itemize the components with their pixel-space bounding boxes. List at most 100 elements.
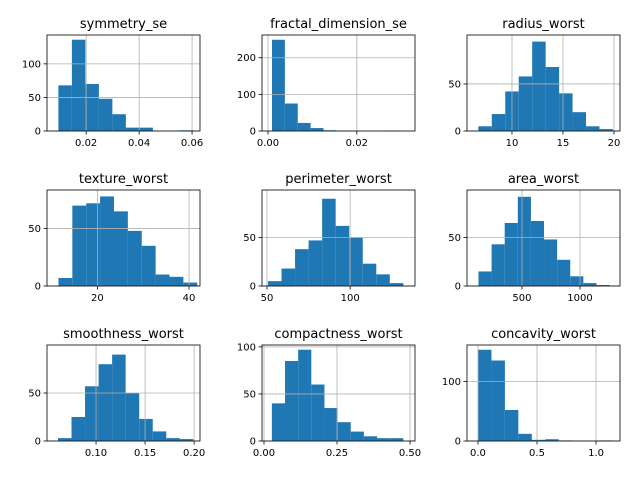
axes-frame [466,344,621,442]
histogram-bar [85,386,99,441]
histogram-bar [179,439,194,441]
x-tick-label: 0.50 [399,448,421,459]
histogram-bar [478,271,492,286]
y-tick-label: 50 [448,79,461,90]
histogram-bar [297,122,311,131]
subplot: 50 100 0 50 perimeter_worst [243,172,416,304]
y-tick-label: 50 [28,389,41,400]
subplot-title: smoothness_worst [63,327,184,342]
histogram-bar [599,129,613,131]
histogram-bar [349,237,363,286]
histogram-bar [335,225,350,286]
y-tick-label: 0 [35,437,41,448]
y-tick-label: 0 [35,127,41,138]
x-tick-label: 20 [608,138,621,149]
y-tick-label: 100 [442,377,461,388]
histogram-bar [518,76,533,131]
histogram-bar [477,349,492,441]
axes-frame [261,344,416,442]
x-tick-label: 50 [261,293,274,304]
y-tick-label: 0 [35,282,41,293]
x-tick-label: 0.06 [181,138,203,149]
histogram-bar [491,114,506,131]
histogram-bar [141,245,156,286]
histogram-bar [139,127,153,131]
histogram-bar [72,205,87,286]
x-tick-label: 0.20 [183,448,205,459]
x-tick-label: 1000 [567,293,592,304]
histogram-bar [478,126,492,131]
subplot: 0.10 0.15 0.20 0 50 smoothness_worst [28,327,205,459]
x-tick-label: 40 [183,293,196,304]
histogram-bar [532,41,546,131]
histogram-bar [71,39,86,132]
histogram-bar [58,85,72,131]
histogram-bar [583,283,597,286]
subplot-title: perimeter_worst [285,172,392,187]
subplot-title: radius_worst [502,17,585,32]
x-tick-label: 0.0 [470,448,486,459]
x-tick-label: 0.25 [326,448,348,459]
subplot: 0.00 0.25 0.50 0 50 100 compactness_worst [237,327,421,459]
histogram-bar [545,439,559,441]
histogram-bar [570,276,584,286]
histogram-bar [271,403,286,441]
subplot: 0.0 0.5 1.0 0 100 concavity_worst [442,327,621,459]
histogram-bar [85,84,99,131]
histogram-bar [530,221,545,286]
histogram-bar [57,438,72,441]
histogram-bar [100,196,114,286]
x-tick-label: 1.0 [588,448,604,459]
histogram-bar [155,274,170,286]
histogram-bar [545,67,560,131]
histogram-bar [544,239,558,286]
histogram-bar [491,244,505,286]
y-tick-label: 50 [28,224,41,235]
axes-frame [466,34,621,132]
histogram-bar [337,422,351,441]
y-tick-label: 100 [22,59,41,70]
histogram-bar [310,128,324,131]
x-tick-label: 15 [557,138,570,149]
histogram-bar [559,93,573,131]
histogram-bar [86,203,101,286]
histogram-bar [377,438,391,441]
histogram-bar [350,431,364,441]
histogram-bar [113,211,128,286]
axes-frame [46,189,201,287]
histogram-bar [139,418,153,441]
histogram-bar [125,393,140,441]
subplot-title: texture_worst [79,172,168,187]
histogram-bar [557,259,571,286]
histogram-bar [183,282,198,286]
histogram-bar [517,196,531,286]
subplot: 20 40 0 50 texture_worst [28,172,201,304]
histogram-bar [324,408,338,441]
y-tick-label: 50 [28,93,41,104]
histogram-bar [531,439,546,441]
histogram-bar [127,230,142,286]
subplot-title: compactness_worst [274,327,402,342]
y-tick-label: 0 [250,127,256,138]
x-tick-label: 0.10 [85,448,107,459]
histogram-bar [308,240,323,286]
histogram-bar [267,281,282,286]
x-tick-label: 0.5 [529,448,545,459]
histogram-bar [390,438,404,441]
histogram-bar [363,436,378,441]
x-tick-label: 0.00 [253,448,275,459]
histogram-bar [125,127,140,131]
histogram-bar [376,274,390,286]
y-tick-label: 100 [237,342,256,353]
histogram-bar [98,98,113,131]
x-tick-label: 0.02 [346,138,368,149]
x-tick-label: 0.15 [134,448,156,459]
subplot-title: fractal_dimension_se [270,17,407,32]
x-tick-label: 0.04 [128,138,150,149]
histogram-bar [58,277,73,286]
subplot-title: concavity_worst [491,327,596,342]
y-tick-label: 0 [455,127,461,138]
y-tick-label: 0 [455,437,461,448]
subplot: 10 15 20 0 50 radius_worst [448,17,621,149]
